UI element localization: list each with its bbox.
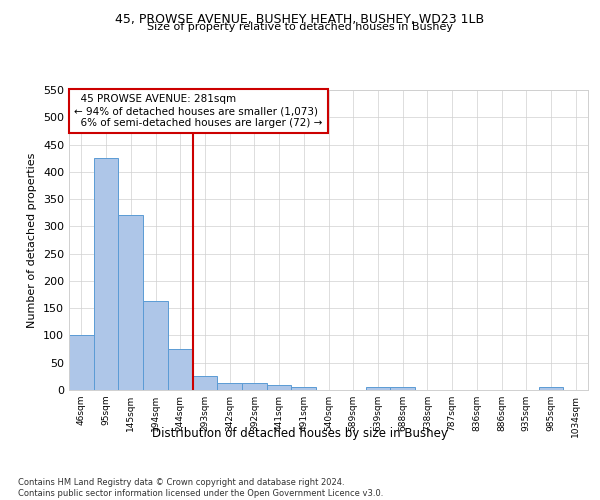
Bar bbox=[390, 388, 415, 390]
Text: Contains HM Land Registry data © Crown copyright and database right 2024.
Contai: Contains HM Land Registry data © Crown c… bbox=[18, 478, 383, 498]
Bar bbox=[69, 336, 94, 390]
Text: 45 PROWSE AVENUE: 281sqm
← 94% of detached houses are smaller (1,073)
  6% of se: 45 PROWSE AVENUE: 281sqm ← 94% of detach… bbox=[74, 94, 323, 128]
Text: Distribution of detached houses by size in Bushey: Distribution of detached houses by size … bbox=[152, 428, 448, 440]
Bar bbox=[193, 376, 217, 390]
Bar bbox=[365, 388, 390, 390]
Bar bbox=[242, 384, 267, 390]
Bar bbox=[292, 388, 316, 390]
Bar bbox=[118, 216, 143, 390]
Bar bbox=[168, 349, 193, 390]
Bar bbox=[94, 158, 118, 390]
Text: Size of property relative to detached houses in Bushey: Size of property relative to detached ho… bbox=[147, 22, 453, 32]
Text: 45, PROWSE AVENUE, BUSHEY HEATH, BUSHEY, WD23 1LB: 45, PROWSE AVENUE, BUSHEY HEATH, BUSHEY,… bbox=[115, 12, 485, 26]
Bar bbox=[217, 384, 242, 390]
Bar bbox=[539, 388, 563, 390]
Y-axis label: Number of detached properties: Number of detached properties bbox=[28, 152, 37, 328]
Bar bbox=[143, 301, 168, 390]
Bar bbox=[267, 384, 292, 390]
